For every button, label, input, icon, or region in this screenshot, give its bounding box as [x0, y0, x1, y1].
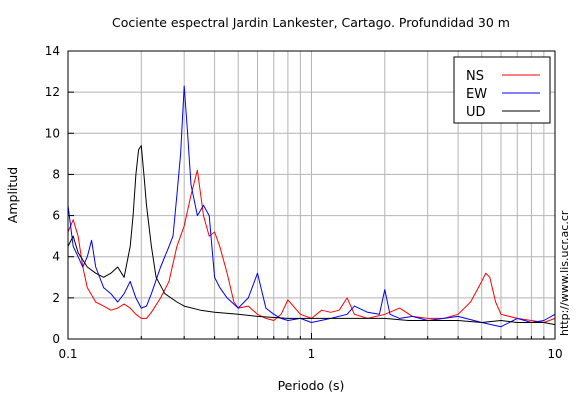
y-axis-label: Amplitud: [5, 167, 20, 223]
legend-label-ns: NS: [466, 69, 484, 84]
x-tick-label: 1: [308, 347, 316, 361]
legend-label-ud: UD: [466, 105, 486, 120]
legend-label-ew: EW: [466, 87, 487, 102]
legend-box: [453, 56, 551, 124]
y-tick-label: 0: [52, 332, 60, 346]
y-tick-label: 2: [52, 291, 60, 305]
x-axis-label: Periodo (s): [278, 378, 345, 393]
x-tick-label: 10: [547, 347, 562, 361]
y-tick-label: 10: [45, 126, 60, 140]
y-tick-label: 6: [52, 209, 60, 223]
chart-title: Cociente espectral Jardin Lankester, Car…: [112, 15, 510, 30]
x-tick-label: 0.1: [58, 347, 77, 361]
y-tick-label: 12: [45, 85, 60, 99]
legend: NS EW UD: [453, 56, 551, 124]
y-tick-label: 4: [52, 250, 60, 264]
ticks: 0 2 4 6 8 10 12 14 0.1 1 10: [45, 44, 563, 361]
series-line-ns: [67, 169, 556, 323]
series-line-ud: [67, 145, 556, 326]
series-line-ew: [67, 85, 556, 328]
grid: [67, 50, 555, 340]
y-tick-label: 8: [52, 167, 60, 181]
series-group: [67, 85, 556, 328]
y-tick-label: 14: [45, 44, 60, 58]
credit-url: http://www.lis.ucr.ac.cr: [558, 210, 571, 336]
